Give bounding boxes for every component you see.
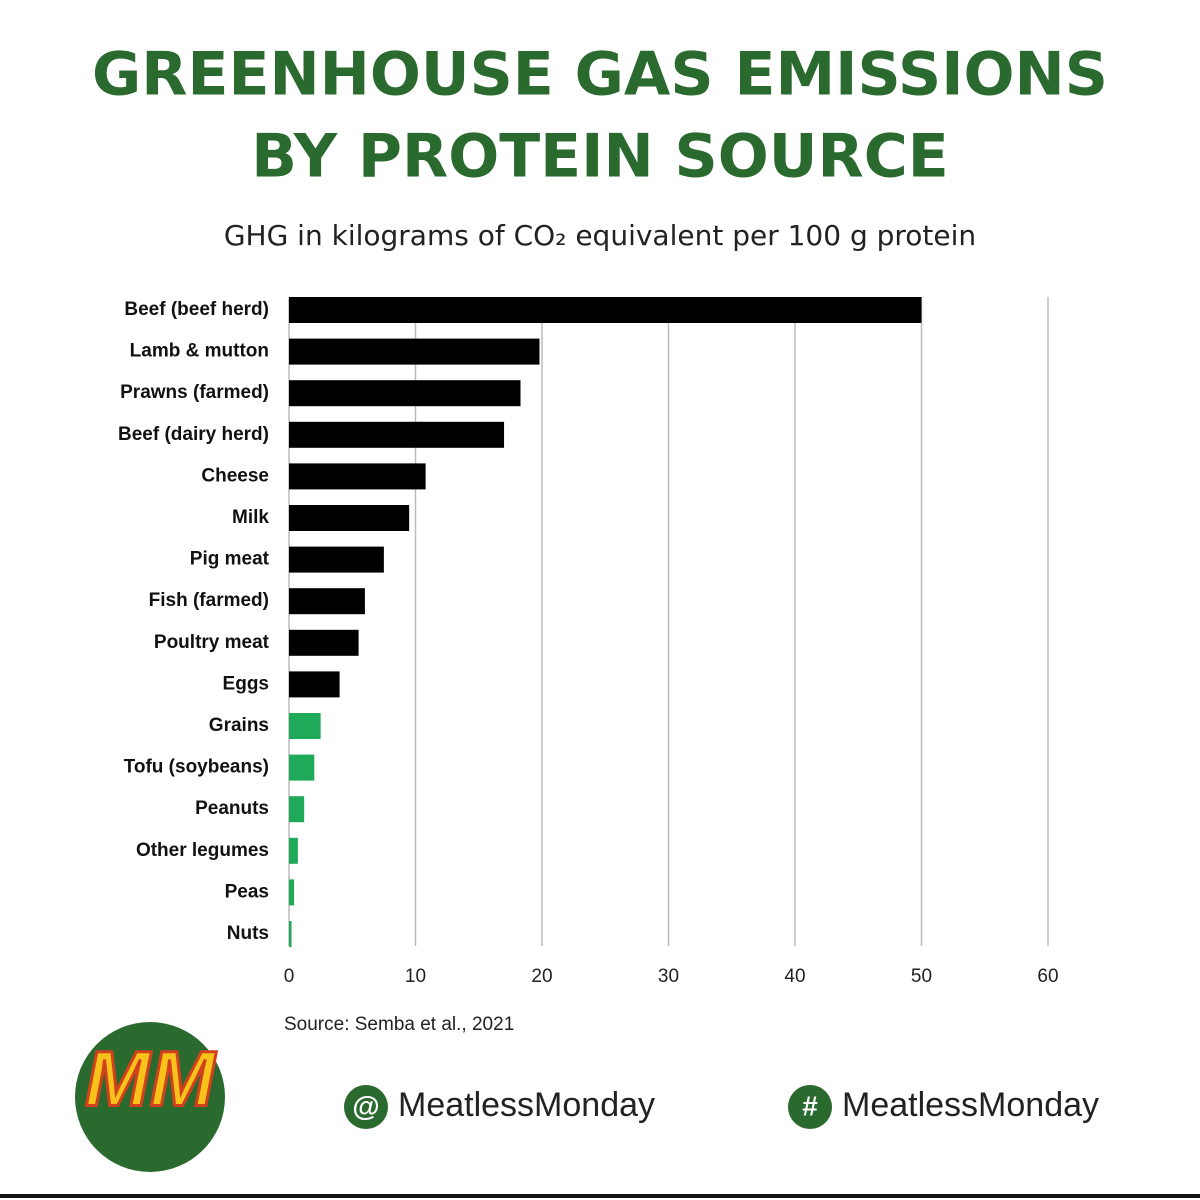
y-tick-label: Eggs — [223, 673, 269, 694]
bar — [289, 796, 305, 823]
x-tick-label: 20 — [531, 966, 552, 987]
y-tick-label: Prawns (farmed) — [120, 382, 269, 403]
bar — [289, 837, 298, 864]
y-tick-label: Beef (beef herd) — [124, 299, 269, 320]
bar — [289, 546, 384, 573]
y-tick-label: Fish (farmed) — [149, 590, 269, 611]
x-tick-label: 30 — [658, 966, 679, 987]
y-tick-label: Peanuts — [195, 798, 269, 819]
x-tick-label: 10 — [405, 966, 426, 987]
bar — [289, 713, 321, 739]
bar — [289, 671, 340, 698]
handle: MeatlessMonday — [842, 1086, 1099, 1124]
handle-icon: # — [802, 1090, 818, 1121]
y-tick-label: Pig meat — [190, 549, 270, 570]
bar — [289, 380, 521, 407]
chart-title: BY PROTEIN SOURCE — [251, 122, 948, 192]
bar — [289, 421, 505, 448]
y-tick-label: Beef (dairy herd) — [118, 424, 269, 445]
bar — [289, 629, 359, 656]
y-tick-label: Milk — [232, 507, 269, 528]
chart-subtitle: GHG in kilograms of CO₂ equivalent per 1… — [224, 219, 976, 252]
logo — [75, 1022, 225, 1172]
bar — [289, 921, 292, 947]
bar — [289, 338, 540, 365]
bar — [289, 505, 410, 531]
bar — [289, 879, 295, 906]
y-tick-label: Poultry meat — [154, 632, 270, 653]
x-tick-label: 40 — [784, 966, 805, 987]
y-tick-label: Grains — [209, 715, 269, 736]
y-tick-label: Tofu (soybeans) — [124, 757, 269, 778]
y-tick-label: Peas — [225, 881, 269, 902]
x-tick-label: 0 — [284, 966, 295, 987]
logo-text: MM — [85, 1035, 217, 1123]
y-tick-label: Cheese — [201, 465, 269, 486]
y-tick-label: Nuts — [227, 923, 269, 944]
chart-title: GREENHOUSE GAS EMISSIONS — [92, 40, 1108, 110]
bar — [289, 754, 315, 781]
y-tick-label: Other legumes — [136, 840, 269, 861]
handle: MeatlessMonday — [398, 1086, 655, 1124]
x-tick-label: 50 — [911, 966, 932, 987]
bar — [289, 297, 922, 323]
handle-icon-bg — [344, 1085, 388, 1129]
source: Source: Semba et al., 2021 — [284, 1014, 514, 1035]
y-tick-label: Lamb & mutton — [130, 341, 269, 362]
handle-icon: @ — [352, 1090, 379, 1121]
bar — [289, 463, 426, 490]
x-tick-label: 60 — [1037, 966, 1058, 987]
handle-icon-bg — [788, 1085, 832, 1129]
bar — [289, 588, 365, 615]
